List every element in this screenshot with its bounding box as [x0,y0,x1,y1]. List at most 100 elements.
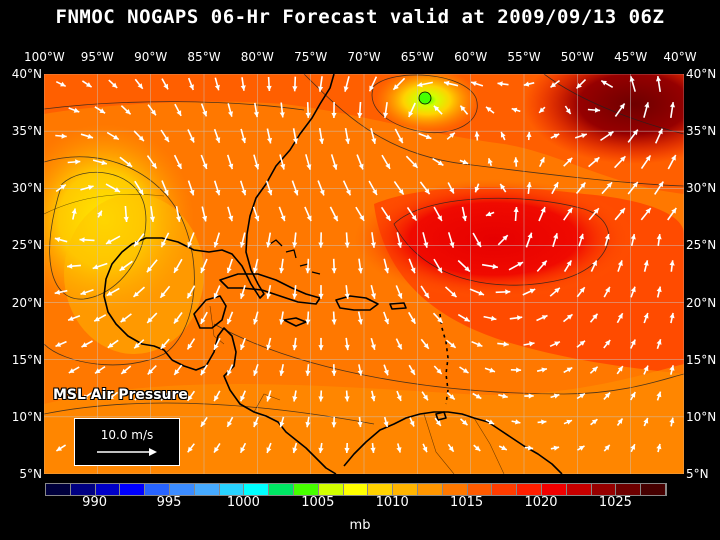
wind-arrow [173,312,183,324]
wind-arrow [123,205,129,223]
wind-arrow [563,207,573,221]
wind-arrow [161,78,169,90]
wind-arrow [318,232,324,248]
wind-arrow [278,206,286,222]
wind-arrow [357,101,363,119]
wind-arrow [616,418,624,426]
wind-arrow [147,104,157,116]
wind-arrow [239,232,246,248]
wind-arrow [513,206,519,222]
wind-arrow [481,263,499,270]
wind-arrow [279,102,285,118]
wind-arrow [434,417,442,427]
wind-arrow [383,258,390,274]
wind-arrow [550,79,560,89]
wind-arrow [200,103,208,117]
wind-arrow [603,339,611,349]
wind-arrow [213,442,221,454]
colorbar-swatch [269,484,294,495]
wind-arrow [134,78,144,90]
wind-arrow [318,76,324,92]
colorbar-swatch [169,484,195,495]
wind-arrow [483,315,497,321]
wind-arrow [447,182,455,194]
wind-arrow [446,132,456,140]
wind-arrow [538,156,546,168]
wind-arrow [395,285,403,299]
wind-arrow [536,260,548,272]
wind-arrow [213,337,221,351]
wind-arrow [408,364,416,376]
wind-arrow [656,233,662,247]
wind-arrow [318,127,325,145]
wind-arrow [422,232,429,248]
colorbar-swatch [566,484,592,495]
wind-arrow [55,80,67,88]
wind-arrow [643,312,649,324]
wind-arrow [252,258,259,274]
wind-arrow [344,390,350,402]
wind-arrow [459,418,469,426]
latitude-label: 10°N [686,409,717,424]
wind-arrow [107,391,119,401]
wind-arrow [418,132,432,140]
wind-arrow [253,364,259,376]
latitude-label: 25°N [11,238,42,253]
wind-arrow [630,391,636,401]
wind-arrow [226,258,234,274]
wind-arrow [344,337,350,351]
wind-arrow [344,442,350,454]
wind-arrow [640,154,652,170]
wind-arrow [417,81,433,88]
wind-arrow [357,364,363,376]
wind-arrow [550,445,560,451]
wind-arrow [447,443,455,453]
yucatan [193,295,227,329]
wind-arrow [669,101,675,119]
wind-arrow [603,392,611,400]
wind-arrow [577,445,585,451]
wind-arrow [279,311,285,325]
wind-arrow [470,81,484,87]
wind-arrow [146,155,158,169]
colorbar-label: 1020 [524,495,558,510]
colorbar-swatch [244,484,270,495]
wind-arrow [187,77,195,91]
wind-arrow [383,416,389,428]
wind-arrow [174,103,182,117]
wind-arrow [485,419,495,425]
wind-arrow [406,206,418,222]
high-pressure-core-east [354,179,634,299]
wind-arrow [80,133,94,139]
wind-arrow [383,364,389,376]
latitude-label: 20°N [11,295,42,310]
wind-arrow [342,180,352,196]
wind-arrow [564,105,572,115]
wind-arrow [331,258,337,274]
colorbar-swatch [517,484,542,495]
vector-scale-label: 10.0 m/s [100,428,154,442]
wind-arrow [474,131,480,141]
wind-arrow [265,180,273,196]
wind-arrow [393,180,405,196]
wind-arrow [55,444,67,452]
colorbar-swatch [95,484,121,495]
wind-arrow [487,157,493,167]
wind-arrow [614,207,626,221]
wind-arrow [292,232,298,248]
wind-arrow [603,444,611,452]
wind-arrow [266,128,273,144]
latitude-label: 5°N [19,467,42,481]
wind-arrow [54,237,68,243]
wind-arrow [408,102,416,118]
wind-arrow [656,443,662,453]
wind-arrow [667,207,677,221]
wind-arrow [588,207,600,221]
longitude-label: 80°W [240,50,274,64]
wind-arrow [443,80,459,87]
wind-arrow [292,285,298,299]
wind-arrow [106,131,120,141]
colorbar-swatch [194,484,220,495]
colorbar-swatch [368,484,394,495]
wind-arrow [484,367,496,373]
